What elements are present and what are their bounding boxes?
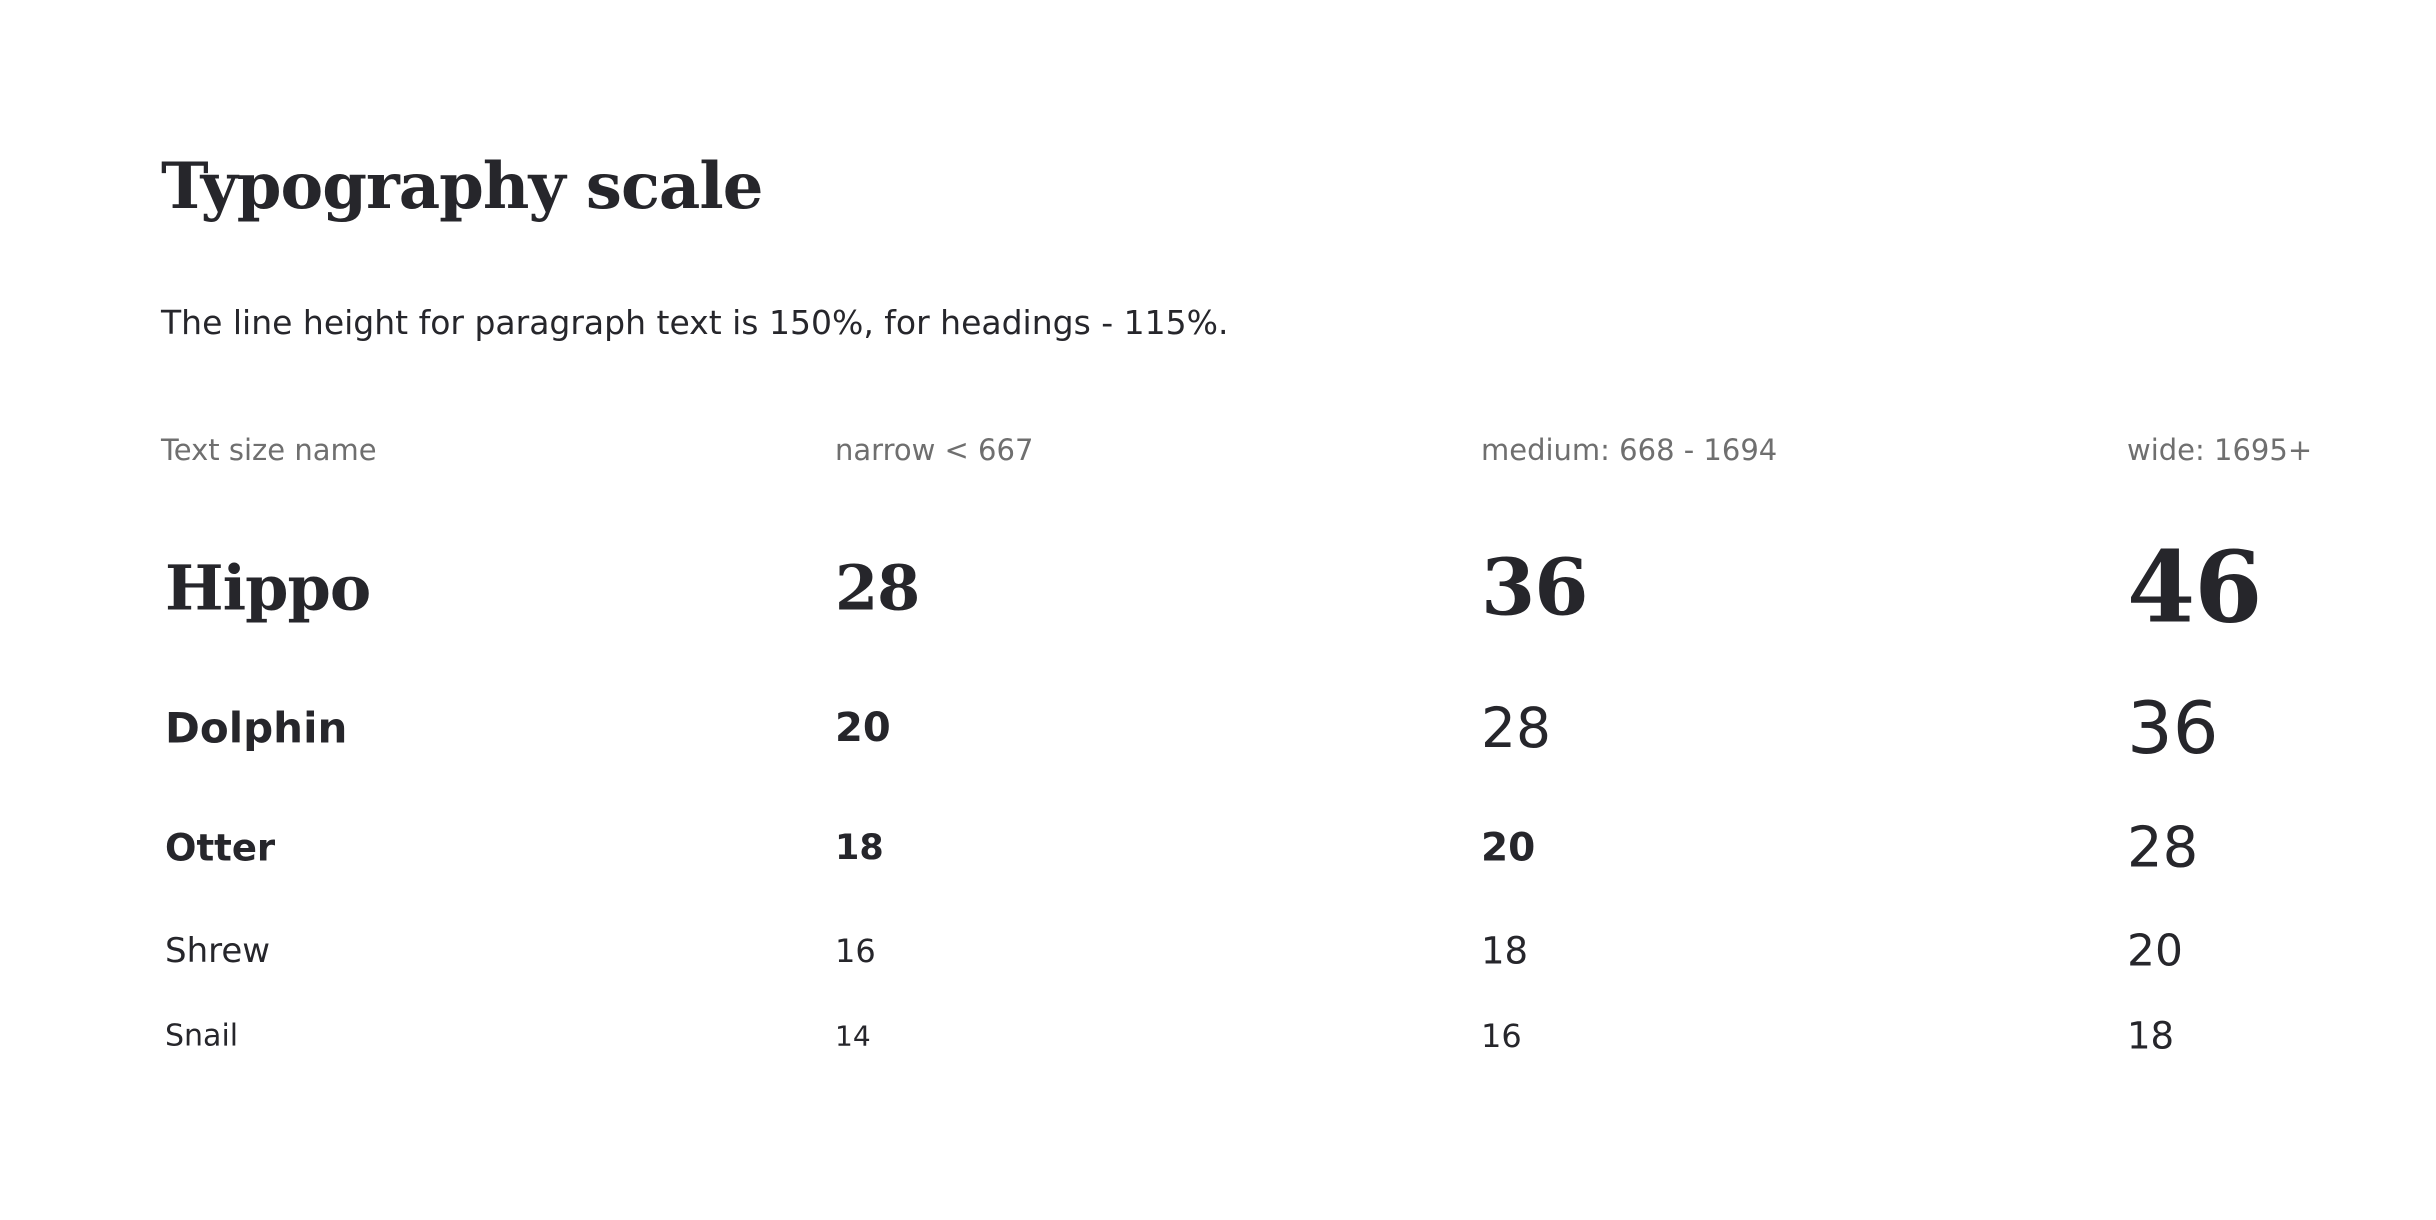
header-text-size-name: Text size name [161, 433, 377, 467]
row-dolphin-narrow: 20 [835, 705, 891, 751]
typography-scale-page: Typography scale The line height for par… [161, 0, 2312, 1220]
row-name-shrew: Shrew [165, 931, 271, 971]
row-shrew-narrow: 16 [835, 932, 876, 970]
row-name-snail: Snail [165, 1018, 239, 1054]
row-otter-narrow: 18 [835, 828, 884, 868]
row-dolphin-medium: 28 [1481, 696, 1551, 760]
row-snail-narrow: 14 [835, 1019, 871, 1053]
row-name-otter: Otter [165, 826, 276, 870]
row-shrew-wide: 20 [2127, 925, 2183, 977]
header-wide: wide: 1695+ [2127, 433, 2313, 467]
header-narrow: narrow < 667 [835, 433, 1034, 467]
page-title: Typography scale [161, 149, 763, 224]
row-hippo-narrow: 28 [835, 551, 920, 625]
row-hippo-medium: 36 [1481, 542, 1589, 634]
row-hippo-wide: 46 [2127, 530, 2262, 646]
row-name-hippo: Hippo [165, 551, 371, 625]
row-otter-wide: 28 [2127, 815, 2199, 881]
row-dolphin-wide: 36 [2127, 686, 2219, 770]
header-medium: medium: 668 - 1694 [1481, 433, 1778, 467]
row-shrew-medium: 18 [1481, 929, 1529, 973]
row-name-dolphin: Dolphin [165, 703, 348, 753]
row-snail-wide: 18 [2127, 1014, 2175, 1058]
row-snail-medium: 16 [1481, 1017, 1522, 1055]
intro-paragraph: The line height for paragraph text is 15… [161, 303, 1229, 342]
row-otter-medium: 20 [1481, 825, 1536, 871]
